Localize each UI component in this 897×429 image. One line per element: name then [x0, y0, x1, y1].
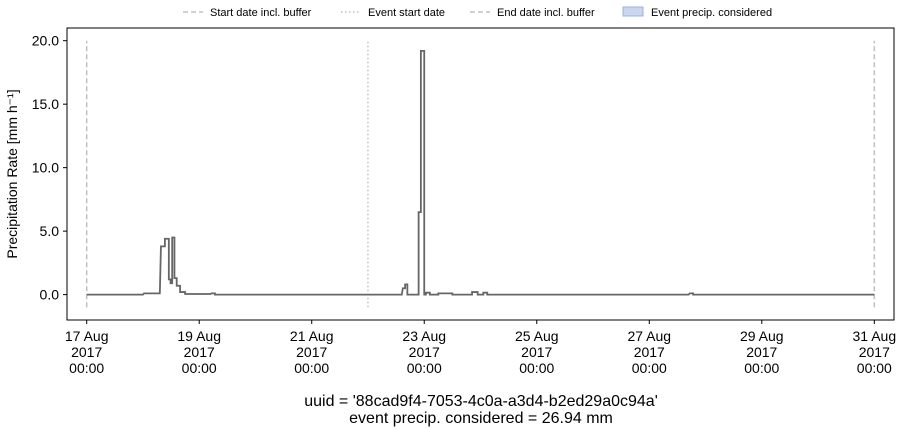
footer-precip: event precip. considered = 26.94 mm [349, 410, 613, 427]
series-group [86, 49, 875, 296]
x-tick-label-5: 27 Aug 2017 00:00 [627, 328, 671, 376]
plot-frame [66, 27, 895, 321]
legend: Start date incl. buffer Event start date… [183, 6, 772, 19]
x-tick-label-1: 19 Aug 2017 00:00 [177, 328, 221, 376]
legend-swatch-event-precip [622, 6, 644, 17]
x-tick-label-0: 17 Aug 2017 00:00 [65, 328, 109, 376]
x-tick-label-3: 23 Aug 2017 00:00 [402, 328, 446, 376]
y-tick-label-4: 20.0 [32, 33, 59, 49]
plot-area [66, 27, 895, 321]
legend-label-event-start: Event start date [368, 7, 445, 19]
vertical-markers [85, 40, 876, 308]
series-line-0 [86, 49, 875, 296]
y-tick-label-3: 15.0 [32, 96, 59, 112]
legend-item-end-buffer: End date incl. buffer [470, 7, 595, 19]
legend-item-event-precip: Event precip. considered [622, 6, 772, 19]
y-tick-label-2: 10.0 [32, 160, 59, 176]
y-axis: 0.0 5.0 10.0 15.0 20.0 [32, 33, 67, 303]
y-tick-label-1: 5.0 [40, 223, 60, 239]
x-tick-label-2: 21 Aug 2017 00:00 [290, 328, 334, 376]
y-tick-label-0: 0.0 [40, 287, 60, 303]
legend-item-start-buffer: Start date incl. buffer [183, 7, 312, 19]
footer-uuid: uuid = '88cad9f4-7053-4c0a-a3d4-b2ed29a0… [304, 393, 658, 410]
x-axis: 17 Aug 2017 00:00 19 Aug 2017 00:00 21 Aug 2017… [65, 320, 896, 376]
legend-label-end-buffer: End date incl. buffer [497, 7, 595, 19]
legend-label-start-buffer: Start date incl. buffer [210, 7, 312, 19]
legend-label-event-precip: Event precip. considered [651, 7, 772, 19]
y-axis-title: Precipitation Rate [mm h⁻¹] [4, 89, 20, 258]
legend-item-event-start: Event start date [341, 7, 445, 19]
x-tick-label-6: 29 Aug 2017 00:00 [740, 328, 784, 376]
x-tick-label-4: 25 Aug 2017 00:00 [515, 328, 559, 376]
x-tick-label-7: 31 Aug 2017 00:00 [853, 328, 897, 376]
